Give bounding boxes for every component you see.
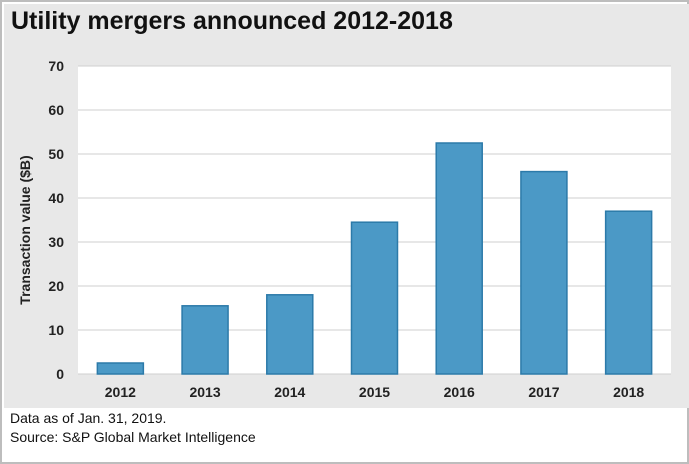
x-tick-label: 2015 xyxy=(359,384,390,400)
bar-chart: 0 10 20 30 40 50 60 70 2012 2013 2014 2015 2016 2017… xyxy=(17,58,671,400)
y-tick-label: 60 xyxy=(48,102,64,118)
x-tick-labels: 2012 2013 2014 2015 2016 2017 2018 xyxy=(105,384,645,400)
y-tick-label: 40 xyxy=(48,190,64,206)
x-tick-label: 2014 xyxy=(274,384,305,400)
y-tick-label: 30 xyxy=(48,234,64,250)
bar-2017 xyxy=(520,170,568,375)
y-axis-label: Transaction value ($B) xyxy=(17,155,33,304)
x-tick-label: 2017 xyxy=(528,384,559,400)
bar-2012 xyxy=(96,362,145,375)
y-tick-label: 70 xyxy=(48,58,64,74)
x-tick-label: 2018 xyxy=(613,384,644,400)
title-bar xyxy=(4,4,689,48)
y-tick-label: 20 xyxy=(48,278,64,294)
bar-2016 xyxy=(435,142,483,375)
y-tick-labels: 0 10 20 30 40 50 60 70 xyxy=(48,58,64,382)
chart-title: Utility mergers announced 2012-2018 xyxy=(11,7,453,35)
bars xyxy=(96,142,653,375)
y-tick-label: 0 xyxy=(56,366,64,382)
source-note: Source: S&P Global Market Intelligence xyxy=(10,429,256,445)
bar-2015 xyxy=(350,221,399,375)
x-tick-label: 2012 xyxy=(105,384,136,400)
gridlines xyxy=(78,65,671,375)
y-tick-label: 10 xyxy=(48,322,64,338)
data-note: Data as of Jan. 31, 2019. xyxy=(10,410,167,426)
y-tick-label: 50 xyxy=(48,146,64,162)
bar-2013 xyxy=(181,305,229,375)
x-tick-label: 2016 xyxy=(444,384,475,400)
bar-2014 xyxy=(266,294,314,375)
bar-2018 xyxy=(604,210,653,375)
x-tick-label: 2013 xyxy=(189,384,220,400)
